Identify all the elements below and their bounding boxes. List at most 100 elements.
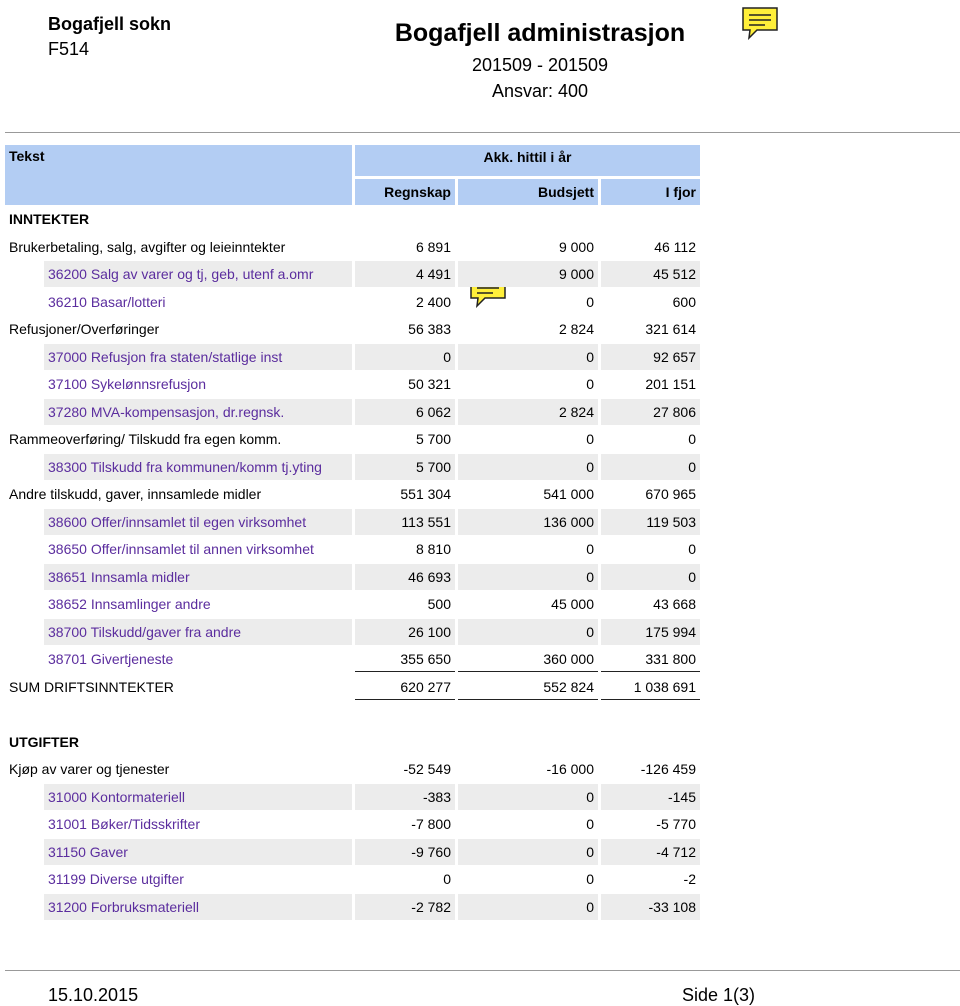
bottom-rule [5,970,960,971]
account-label: 31001 Bøker/Tidsskrifter [48,816,200,832]
amount: 0 [586,293,594,310]
account-label: 37280 MVA-kompensasjon, dr.regnsk. [44,398,352,425]
footer-date: 15.10.2015 [48,985,139,1005]
footer-page: Side 1(3) [681,985,755,1005]
amount: 175 994 [601,618,700,645]
amount: -4 712 [601,838,700,865]
amount: -145 [601,783,700,810]
account-label: 31000 Kontormateriell [44,783,352,810]
amount: 27 806 [601,398,700,425]
amount: 0 [586,431,594,447]
amount: 43 668 [653,596,696,612]
amount: -16 000 [546,761,594,777]
amount: 541 000 [543,486,594,502]
amount: 321 614 [645,321,696,337]
report-title: Bogafjell administrasjon [394,19,686,47]
account-label: 38651 Innsamla midler [44,563,352,590]
group-label: Brukerbetaling, salg, avgifter og leiein… [9,238,286,255]
account-label: 31200 Forbruksmateriell [44,893,352,920]
amount: 5 700 [415,431,451,447]
account-label: 38650 Offer/innsamlet til annen virksomh… [48,541,314,557]
group-label: Rammeoverføring/ Tilskudd fra egen komm. [9,431,282,447]
account-label: 38700 Tilskudd/gaver fra andre [44,618,352,645]
amount: 92 657 [601,343,700,370]
amount: -2 [683,871,696,887]
account-label: 38300 Tilskudd fra kommunen/komm tj.ytin… [44,453,352,480]
column-header: Budsjett [458,179,598,205]
column-header: I fjor [601,179,700,205]
amount: 0 [458,453,598,480]
amount: 355 650 [355,646,455,672]
amount: -2 782 [355,893,455,920]
amount: 0 [586,376,594,392]
amount: 360 000 [458,646,598,672]
top-rule [5,132,960,133]
amount: 0 [355,343,455,370]
group-label: Kjøp av varer og tjenester [9,761,170,777]
account-label: 31199 Diverse utgifter [48,871,184,887]
amount: 2 824 [458,398,598,425]
amount: 6 062 [355,398,455,425]
org: Bogafjell sokn [48,14,172,34]
account-label: 37100 Sykelønnsrefusjon [48,376,206,392]
amount: 46 693 [355,563,455,590]
amount: 6 891 [415,238,451,255]
amount: 0 [586,541,594,557]
amount: 0 [688,541,696,557]
group-label: Andre tilskudd, gaver, innsamlede midler [9,486,262,502]
amount: 551 304 [400,486,451,502]
amount: 0 [458,838,598,865]
period: 201509 - 201509 [471,55,609,75]
sum-label: SUM DRIFTSINNTEKTER [9,678,174,695]
group-col-header: Akk. hittil i år [355,145,700,176]
comment-icon[interactable] [741,6,781,40]
ansvar: Ansvar: 400 [491,81,589,101]
section-title: INNTEKTER [9,211,90,227]
account-label: 38701 Givertjeneste [48,651,174,667]
amount: 1 038 691 [601,674,700,700]
amount: 56 383 [408,321,451,337]
amount: 201 151 [645,376,696,392]
amount: 0 [458,343,598,370]
amount: 5 700 [355,453,455,480]
amount: 4 491 [355,261,455,287]
account-label: 31150 Gaver [44,838,352,865]
section-title: UTGIFTER [9,733,79,750]
amount: -52 549 [403,761,451,777]
amount: 620 277 [355,674,455,700]
amount: 600 [672,293,696,310]
amount: -126 459 [640,761,696,777]
amount: 2 400 [415,293,451,310]
amount: 9 000 [458,261,598,287]
account-label: 36210 Basar/lotteri [48,293,166,310]
amount: -5 770 [656,816,696,832]
amount: -7 800 [411,816,451,832]
amount: 331 800 [601,646,700,672]
amount: 0 [586,871,594,887]
code: F514 [48,39,90,59]
amount: 0 [601,453,700,480]
amount: 670 965 [645,486,696,502]
amount: 552 824 [458,674,598,700]
amount: 0 [688,431,696,447]
amount: 0 [443,871,451,887]
account-label: 36200 Salg av varer og tj, geb, utenf a.… [44,261,352,287]
amount: 0 [458,618,598,645]
column-header: Regnskap [355,179,455,205]
amount: 0 [601,563,700,590]
amount: -9 760 [355,838,455,865]
amount: 0 [458,783,598,810]
account-label: 37000 Refusjon fra staten/statlige inst [44,343,352,370]
amount: 119 503 [601,508,700,535]
amount: 2 824 [558,321,594,337]
amount: 0 [458,563,598,590]
amount: 136 000 [458,508,598,535]
amount: 8 810 [415,541,451,557]
amount: -33 108 [601,893,700,920]
amount: -383 [355,783,455,810]
amount: 9 000 [558,238,594,255]
amount: 26 100 [355,618,455,645]
amount: 0 [458,893,598,920]
account-label: 38652 Innsamlinger andre [48,596,211,612]
